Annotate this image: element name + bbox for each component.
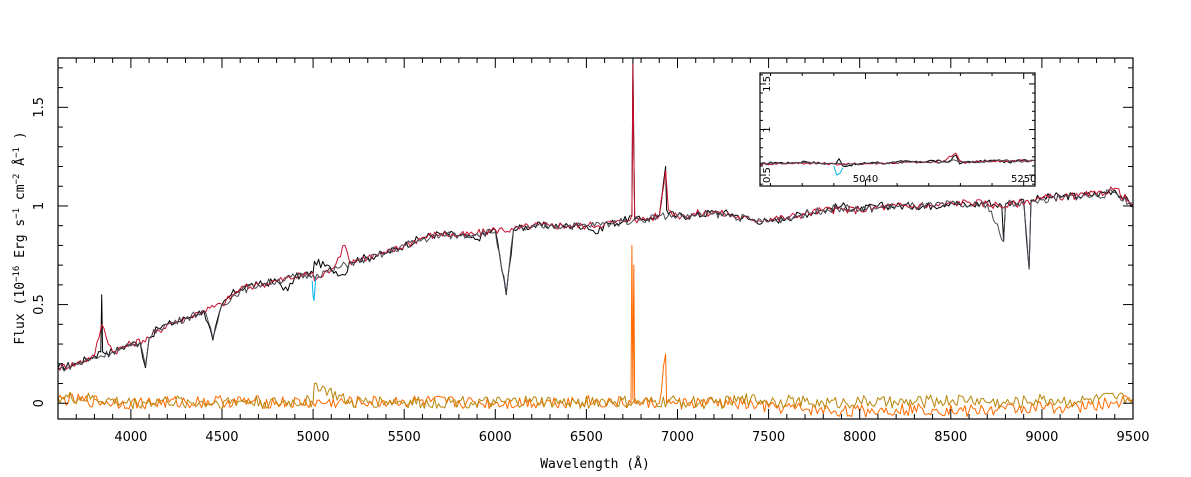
y-axis-label-exponent: −16 bbox=[12, 266, 22, 282]
main-series-noise-error bbox=[57, 382, 1134, 410]
inset-series-fit-overlay bbox=[759, 159, 1036, 166]
main-x-tick-label: 8000 bbox=[843, 430, 876, 445]
main-y-tick-label: 1 bbox=[32, 202, 47, 210]
main-x-tick-label: 6500 bbox=[570, 430, 603, 445]
main-x-tick-label: 4000 bbox=[114, 430, 147, 445]
main-plot-series bbox=[57, 57, 1134, 418]
main-x-tick-label: 7500 bbox=[752, 430, 785, 445]
inset-x-tick-label: 5250 bbox=[1011, 174, 1036, 185]
y-axis-label-part: Flux (10 bbox=[13, 282, 28, 345]
main-y-tick-label: 0.5 bbox=[32, 294, 47, 315]
main-x-tick-label: 6000 bbox=[479, 430, 512, 445]
main-series-absorption-correction bbox=[311, 276, 317, 302]
y-axis-label-part: ) bbox=[13, 131, 28, 147]
inset-x-tick-label: 5040 bbox=[853, 174, 878, 185]
main-x-tick-label: 7000 bbox=[661, 430, 694, 445]
inset-plot-series bbox=[759, 152, 1036, 176]
main-x-tick-label: 8500 bbox=[934, 430, 967, 445]
y-axis-label-part: Å bbox=[12, 158, 28, 174]
y-axis-label-part: cm bbox=[13, 184, 28, 208]
main-axis-ticks: 4000 4500 5000 5500 6000 6500 7000 7500 8000 8500… bbox=[32, 58, 1150, 445]
main-plot-frame bbox=[57, 57, 1134, 420]
y-axis-label-exponent: −2 bbox=[12, 174, 22, 185]
y-axis-label-exponent: −1 bbox=[12, 147, 22, 158]
inset-y-tick-label: 0.5 bbox=[762, 167, 773, 183]
y-axis-label-part: Erg s bbox=[13, 219, 28, 266]
main-series-residual-sky bbox=[57, 244, 1134, 418]
inset-series-observed-spectrum bbox=[759, 154, 1036, 168]
inset-series-absorption-correction bbox=[833, 165, 844, 176]
inset-axis-ticks: 5040 5250 0.5 1 1.5 bbox=[760, 73, 1036, 186]
main-y-tick-label: 0 bbox=[32, 399, 47, 407]
inset-background bbox=[760, 73, 1035, 186]
inset-y-tick-label: 1 bbox=[762, 126, 773, 132]
main-series-fit-overlay bbox=[57, 189, 1134, 372]
main-x-tick-label: 9500 bbox=[1116, 430, 1149, 445]
main-x-tick-label: 5000 bbox=[297, 430, 330, 445]
main-y-tick-label: 1.5 bbox=[32, 97, 47, 118]
main-x-tick-label: 9000 bbox=[1025, 430, 1058, 445]
main-x-tick-label: 5500 bbox=[388, 430, 421, 445]
y-axis-label-exponent: −1 bbox=[12, 208, 22, 219]
y-axis-label: Flux (10−16 Erg s−1 cm−2 Å−1 ) bbox=[12, 131, 28, 344]
x-axis-label: Wavelength (Å) bbox=[540, 456, 650, 472]
inset-y-tick-label: 1.5 bbox=[762, 76, 773, 92]
main-x-tick-label: 4500 bbox=[205, 430, 238, 445]
